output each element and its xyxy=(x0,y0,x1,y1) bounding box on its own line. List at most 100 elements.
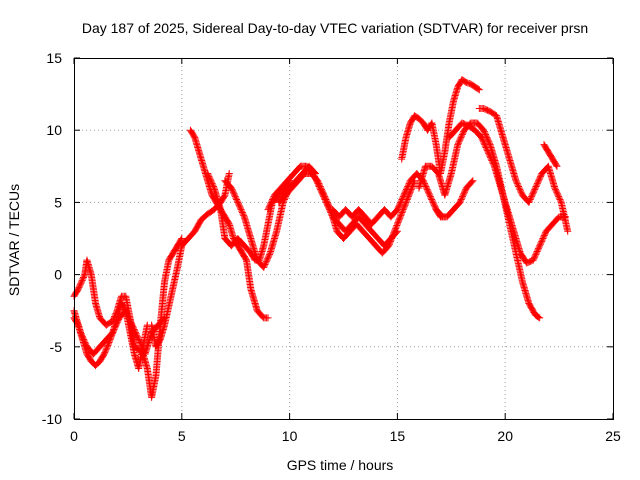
data-point xyxy=(423,184,431,192)
data-point xyxy=(541,230,549,238)
data-point xyxy=(127,318,135,326)
data-point xyxy=(109,327,117,335)
data-point xyxy=(485,149,493,157)
data-point xyxy=(392,223,400,231)
data-point xyxy=(113,318,121,326)
data-point xyxy=(122,307,130,315)
data-point xyxy=(113,320,121,328)
data-point xyxy=(323,198,331,206)
data-point xyxy=(553,190,561,198)
data-point xyxy=(114,317,122,325)
data-point xyxy=(227,184,235,192)
data-point xyxy=(385,240,393,248)
data-point xyxy=(208,178,216,186)
data-point xyxy=(460,190,468,198)
data-point xyxy=(128,321,136,329)
data-point xyxy=(460,188,468,196)
data-point xyxy=(531,253,539,261)
data-point xyxy=(260,262,268,270)
data-point xyxy=(208,180,216,188)
data-point xyxy=(458,132,466,140)
data-point xyxy=(238,207,246,215)
data-point xyxy=(231,191,239,199)
data-point xyxy=(487,155,495,163)
data-point xyxy=(489,159,497,167)
data-point xyxy=(79,275,87,283)
data-point xyxy=(536,314,544,322)
axis-ticks: 0 5 10 15 20 25 -10 -5 0 5 10 15 xyxy=(42,50,621,444)
data-point xyxy=(204,170,212,178)
data-point xyxy=(515,184,523,192)
data-point xyxy=(206,174,214,182)
data-point xyxy=(204,171,212,179)
data-point xyxy=(512,177,520,185)
data-point xyxy=(537,172,545,180)
data-point xyxy=(390,229,398,237)
data-point xyxy=(484,148,492,156)
data-point xyxy=(391,227,399,235)
data-point xyxy=(129,323,137,331)
data-point xyxy=(268,197,276,205)
data-point xyxy=(532,249,540,257)
data-point xyxy=(78,278,86,286)
data-point xyxy=(397,210,405,218)
data-point xyxy=(527,194,535,202)
data-point xyxy=(233,196,241,204)
data-point xyxy=(397,211,405,219)
data-point xyxy=(426,193,434,201)
data-point xyxy=(481,141,489,149)
data-series-10 xyxy=(329,170,447,228)
data-point xyxy=(392,224,400,232)
data-point xyxy=(80,272,88,280)
y-tick-label: 15 xyxy=(46,50,62,66)
data-series-8 xyxy=(264,162,401,250)
data-point xyxy=(79,334,87,342)
data-point xyxy=(130,324,138,332)
data-point xyxy=(262,258,270,266)
data-point xyxy=(535,313,543,321)
x-tick-label: 15 xyxy=(390,428,406,444)
data-point xyxy=(458,194,466,202)
data-point xyxy=(319,190,327,198)
x-tick-label: 25 xyxy=(605,428,621,444)
data-point xyxy=(488,157,496,165)
data-point xyxy=(128,320,136,328)
data-point xyxy=(395,203,403,211)
data-point xyxy=(78,331,86,339)
data-point xyxy=(225,170,233,178)
data-point xyxy=(537,239,545,247)
data-point xyxy=(269,196,277,204)
data-point xyxy=(236,204,244,212)
data-point xyxy=(317,184,325,192)
data-point xyxy=(124,312,132,320)
data-point xyxy=(267,200,275,208)
data-point xyxy=(393,220,401,228)
data-point xyxy=(428,197,436,205)
data-point xyxy=(429,198,437,206)
data-point xyxy=(404,181,412,189)
data-point xyxy=(396,200,404,208)
data-point xyxy=(401,190,409,198)
data-point xyxy=(101,347,109,355)
data-point xyxy=(126,315,134,323)
data-point xyxy=(76,328,84,336)
data-point xyxy=(265,203,273,211)
data-point xyxy=(483,146,491,154)
data-point xyxy=(101,349,109,357)
data-point xyxy=(387,236,395,244)
data-point xyxy=(535,175,543,183)
data-point xyxy=(111,323,119,331)
data-point xyxy=(530,255,538,263)
data-point xyxy=(264,255,272,263)
data-point xyxy=(266,250,274,258)
data-point xyxy=(405,180,413,188)
data-point xyxy=(525,198,533,206)
data-point xyxy=(386,239,394,247)
data-point xyxy=(77,279,85,287)
data-point xyxy=(536,242,544,250)
data-point xyxy=(314,177,322,185)
data-point xyxy=(393,206,401,214)
data-point xyxy=(135,336,143,344)
data-point xyxy=(78,333,86,341)
